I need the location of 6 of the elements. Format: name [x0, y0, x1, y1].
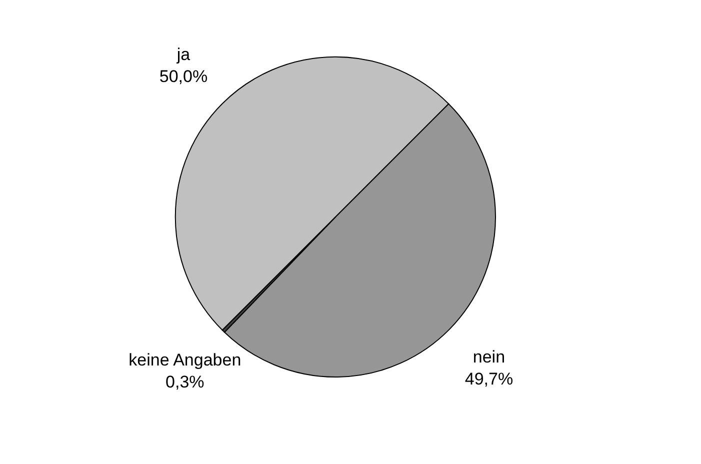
data-label: 50,0% — [159, 66, 208, 86]
slice-label: nein — [472, 348, 506, 367]
data-label: 49,7% — [464, 370, 514, 389]
slice-label: keine Angaben — [128, 350, 242, 370]
data-label: 0,3% — [166, 372, 204, 392]
slice-label: ja — [176, 44, 191, 64]
